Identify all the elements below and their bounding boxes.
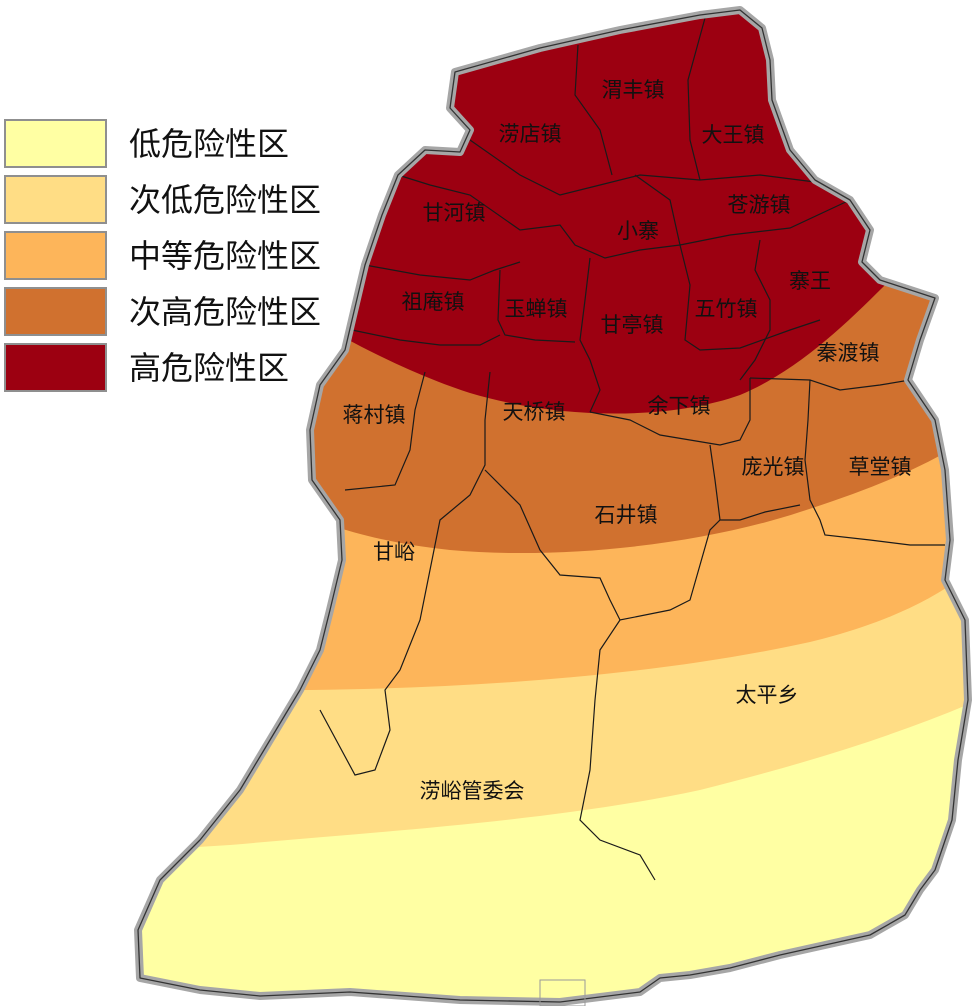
town-label-zuan: 祖庵镇: [402, 290, 465, 314]
town-label-taiping: 太平乡: [736, 683, 799, 707]
town-label-yuxia: 余下镇: [648, 394, 711, 418]
map-frame-fragment: [539, 979, 586, 1006]
town-label-ganhe: 甘河镇: [423, 201, 486, 225]
boundary-line: [804, 379, 945, 546]
boundary-line: [319, 371, 491, 776]
legend-swatch-sublow: [4, 175, 107, 224]
town-label-wuzhu: 五竹镇: [695, 297, 758, 321]
legend-item-low: 低危险性区: [4, 116, 364, 172]
town-label-laodian: 涝店镇: [499, 122, 562, 146]
boundary-line: [484, 469, 801, 621]
town-label-ganyu: 甘峪: [373, 540, 415, 564]
town-label-ganting: 甘亭镇: [601, 313, 664, 337]
boundary-line: [709, 444, 721, 521]
boundary-line: [634, 174, 821, 351]
legend-swatch-low: [4, 119, 107, 168]
boundary-line: [469, 139, 816, 196]
legend-item-sublow: 次低危险性区: [4, 172, 364, 228]
legend-label-sublow: 次低危险性区: [129, 181, 322, 219]
legend-item-high: 高危险性区: [4, 340, 364, 396]
boundary-line: [687, 17, 706, 181]
town-label-cangyou: 苍游镇: [728, 193, 791, 217]
legend-item-subhigh: 次高危险性区: [4, 284, 364, 340]
town-label-shijing: 石井镇: [595, 503, 658, 527]
legend-swatch-mid: [4, 231, 107, 280]
legend-label-subhigh: 次高危险性区: [129, 293, 322, 331]
legend-swatch-subhigh: [4, 287, 107, 336]
town-label-tianqiao: 天桥镇: [503, 400, 566, 424]
town-labels: 渭丰镇 涝店镇 大王镇 苍游镇 甘河镇 小寨 寨王 祖庵镇 玉蝉镇 甘亭镇 五竹…: [343, 78, 912, 803]
town-label-laoyu-committee: 涝峪管委会: [420, 779, 525, 803]
legend: 低危险性区 次低危险性区 中等危险性区 次高危险性区 高危险性区: [4, 116, 364, 396]
boundary-line: [589, 378, 751, 446]
town-label-jiangcun: 蒋村镇: [343, 403, 406, 427]
town-label-pangguang: 庞光镇: [742, 455, 805, 479]
town-label-dawang: 大王镇: [702, 123, 765, 147]
legend-label-mid: 中等危险性区: [129, 237, 322, 275]
legend-swatch-high: [4, 343, 107, 392]
boundary-line: [579, 257, 601, 413]
town-label-caotang: 草堂镇: [849, 455, 912, 479]
boundary-line: [739, 239, 771, 381]
boundary-line: [351, 329, 501, 346]
boundary-line: [397, 174, 851, 259]
town-label-weifeng: 渭丰镇: [602, 78, 665, 102]
boundary-line: [344, 371, 426, 491]
boundary-line: [579, 619, 656, 881]
town-label-yuchan: 玉蝉镇: [505, 297, 568, 321]
boundary-line: [497, 269, 576, 343]
township-boundaries: [319, 17, 945, 881]
legend-label-high: 高危险性区: [129, 349, 290, 387]
boundary-line: [574, 44, 613, 176]
town-label-qindu: 秦渡镇: [817, 341, 880, 365]
legend-label-low: 低危险性区: [129, 125, 290, 163]
town-label-xiaozhai: 小寨: [617, 219, 659, 243]
boundary-line: [749, 377, 911, 391]
boundary-line: [364, 261, 521, 281]
legend-item-mid: 中等危险性区: [4, 228, 364, 284]
town-label-zhaiwang: 寨王: [789, 269, 831, 293]
